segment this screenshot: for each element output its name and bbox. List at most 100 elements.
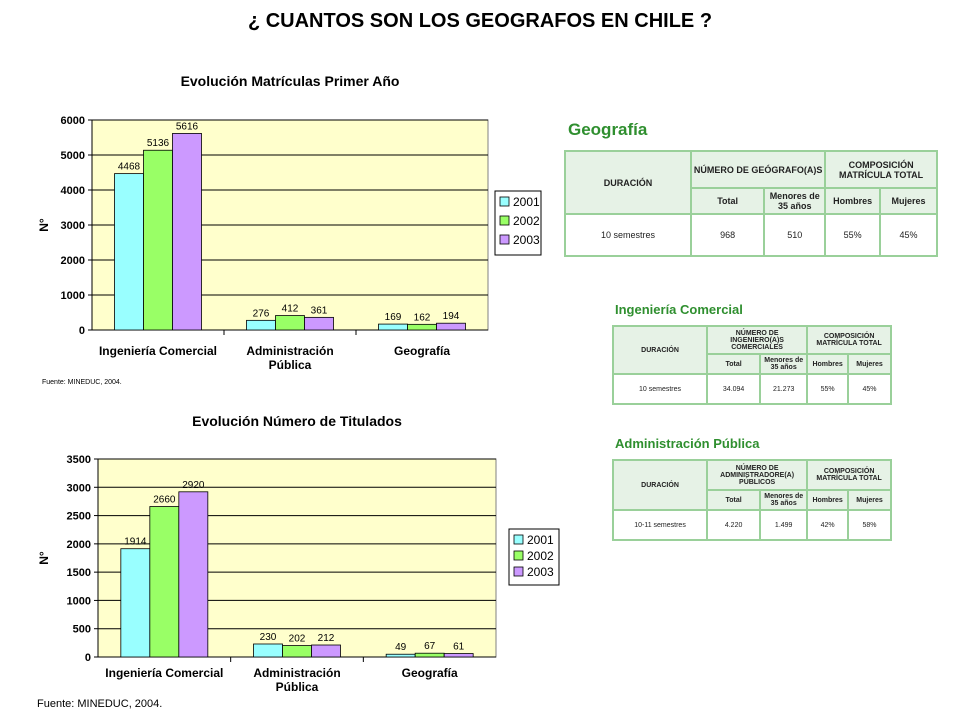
- bar: [275, 315, 305, 331]
- x-tick-label: Administración: [253, 666, 340, 680]
- bar: [246, 319, 276, 331]
- bar: [120, 548, 151, 658]
- source-note: Fuente: MINEDUC, 2004.: [42, 379, 122, 386]
- cell-mujeres: 45%: [849, 375, 890, 403]
- bar: [172, 133, 202, 331]
- x-tick-label: Pública: [269, 358, 312, 372]
- data-label: 194: [443, 311, 460, 322]
- bar: [253, 643, 283, 658]
- data-label: 212: [318, 633, 335, 644]
- header-numero: NÚMERO DE INGENIERO(A)S COMERCIALES: [708, 327, 807, 353]
- table-title: Administración Pública: [615, 436, 760, 451]
- y-tick-label: 1000: [61, 290, 85, 302]
- chart-titulados: Evolución Número de Titulados 0 500 1000 150…: [37, 413, 560, 710]
- cell-total: 968: [692, 215, 764, 255]
- cell-duracion: 10-11 semestres: [614, 511, 707, 539]
- data-label: 67: [424, 641, 436, 652]
- legend-swatch: [499, 234, 510, 245]
- header-menores: Menores de 35 años: [761, 491, 807, 509]
- data-label: 202: [289, 634, 306, 645]
- cell-duracion: 10 semestres: [614, 375, 707, 403]
- y-tick-label: 0: [79, 325, 85, 337]
- legend-entry: 2001: [527, 533, 554, 547]
- data-label: 276: [253, 308, 270, 319]
- x-tick-label: Ingeniería Comercial: [105, 666, 223, 680]
- legend-swatch: [499, 196, 510, 207]
- bar: [114, 173, 144, 331]
- bar: [385, 653, 416, 658]
- header-duracion: DURACIÓN: [566, 152, 691, 213]
- data-label: 1914: [124, 537, 147, 548]
- y-tick-label: 1500: [67, 567, 91, 579]
- x-tick-label: Administración: [246, 344, 333, 358]
- x-tick-label: Ingeniería Comercial: [99, 344, 217, 358]
- data-label: 5136: [147, 138, 170, 149]
- cell-menores: 510: [765, 215, 825, 255]
- bar: [143, 149, 173, 331]
- y-tick-label: 500: [73, 624, 91, 636]
- data-label: 230: [260, 632, 277, 643]
- header-mujeres: Mujeres: [849, 355, 890, 373]
- y-axis-label: N°: [37, 551, 51, 565]
- stats-table: DURACIÓN NÚMERO DE INGENIERO(A)S COMERCI…: [612, 325, 892, 405]
- bar: [414, 652, 445, 658]
- legend-entry: 2003: [527, 565, 554, 579]
- chart-title: Evolución Número de Titulados: [192, 413, 402, 429]
- cell-mujeres: 45%: [881, 215, 936, 255]
- data-label: 361: [311, 305, 328, 316]
- header-total: Total: [708, 355, 760, 373]
- data-label: 61: [453, 642, 465, 653]
- x-tick-label: Geografía: [394, 344, 450, 358]
- chart-matriculas: Evolución Matrículas Primer Año 0 1000 2000…: [37, 73, 542, 386]
- header-mujeres: Mujeres: [881, 189, 936, 213]
- x-tick-label: Pública: [276, 680, 319, 694]
- header-numero: NÚMERO DE GEÓGRAFO(A)S: [692, 152, 825, 187]
- table-section-geografia: Geografía DURACIÓN NÚMERO DE GEÓGRAFO(A)…: [564, 120, 938, 257]
- table-section-ingenieria: Ingeniería Comercial DURACIÓN NÚMERO DE …: [612, 302, 892, 405]
- bar: [282, 645, 312, 658]
- bar: [436, 322, 466, 331]
- stats-table: DURACIÓN NÚMERO DE GEÓGRAFO(A)S COMPOSIC…: [564, 150, 938, 257]
- header-hombres: Hombres: [808, 491, 848, 509]
- page-title: ¿ CUANTOS SON LOS GEOGRAFOS EN CHILE ?: [247, 10, 713, 32]
- y-tick-label: 2000: [67, 539, 91, 551]
- bar: [304, 316, 334, 331]
- y-tick-label: 6000: [61, 115, 85, 127]
- stats-table: DURACIÓN NÚMERO DE ADMINISTRADORE(A) PÚB…: [612, 459, 892, 541]
- legend-swatch: [513, 534, 524, 545]
- legend-entry: 2001: [513, 195, 540, 209]
- data-label: 49: [395, 642, 407, 653]
- y-axis-label: N°: [37, 218, 51, 232]
- y-tick-label: 2000: [61, 255, 85, 267]
- y-tick-label: 3000: [67, 482, 91, 494]
- header-mujeres: Mujeres: [849, 491, 890, 509]
- table-title: Ingeniería Comercial: [615, 302, 743, 317]
- bar: [378, 323, 408, 331]
- table-section-administracion: Administración Pública DURACIÓN NÚMERO D…: [612, 436, 892, 541]
- header-hombres: Hombres: [826, 189, 880, 213]
- bar: [149, 506, 180, 658]
- chart-title: Evolución Matrículas Primer Año: [181, 73, 400, 89]
- bar: [311, 644, 341, 658]
- x-tick-label: Geografía: [402, 666, 458, 680]
- source-note: Fuente: MINEDUC, 2004.: [37, 698, 162, 710]
- legend-entry: 2003: [513, 233, 540, 247]
- header-hombres: Hombres: [808, 355, 848, 373]
- cell-total: 34.094: [708, 375, 760, 403]
- cell-hombres: 55%: [808, 375, 848, 403]
- header-composicion: COMPOSICIÓN MATRÍCULA TOTAL: [808, 327, 890, 353]
- cell-mujeres: 58%: [849, 511, 890, 539]
- cell-hombres: 42%: [808, 511, 848, 539]
- legend-swatch: [513, 566, 524, 577]
- y-tick-label: 5000: [61, 150, 85, 162]
- bar: [178, 491, 209, 658]
- header-composicion: COMPOSICIÓN MATRÍCULA TOTAL: [808, 461, 890, 489]
- legend-swatch: [499, 215, 510, 226]
- header-duracion: DURACIÓN: [614, 327, 707, 373]
- legend-entry: 2002: [527, 549, 554, 563]
- y-tick-label: 3500: [67, 454, 91, 466]
- data-label: 5616: [176, 121, 199, 132]
- legend-swatch: [513, 550, 524, 561]
- header-menores: Menores de 35 años: [765, 189, 825, 213]
- header-menores: Menores de 35 años: [761, 355, 807, 373]
